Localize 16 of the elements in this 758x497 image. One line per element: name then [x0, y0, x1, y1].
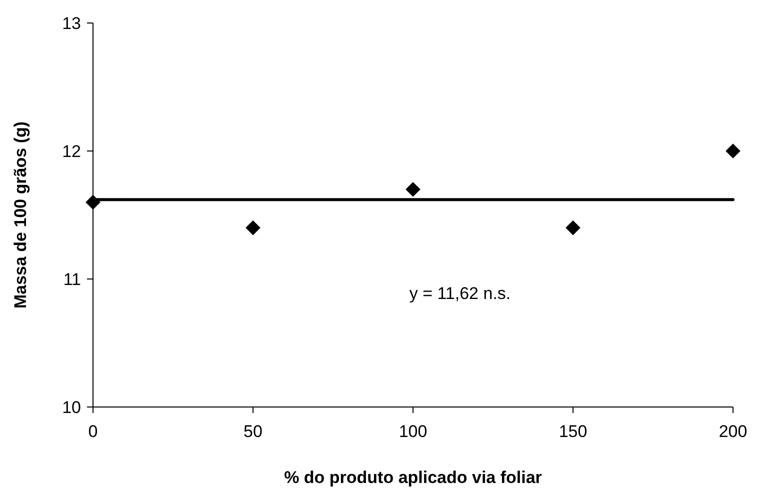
- y-tick-label: 13: [62, 14, 81, 33]
- point: [246, 220, 260, 236]
- y-axis-title: Massa de 100 grãos (g): [11, 121, 30, 309]
- x-tick-label: 200: [718, 422, 748, 441]
- y-tick-label: 12: [62, 142, 81, 161]
- point: [566, 220, 580, 236]
- y-tick-label: 11: [63, 270, 81, 289]
- x-tick-label: 50: [244, 422, 262, 441]
- y-tick-label: 10: [62, 398, 81, 417]
- annotation: y = 11,62 n.s.: [409, 284, 511, 303]
- x-tick-label: 150: [558, 422, 588, 441]
- point: [406, 182, 420, 197]
- x-tick-label: 0: [88, 422, 98, 441]
- x-axis-title: % do produto aplicado via foliar: [284, 468, 542, 487]
- point: [726, 144, 740, 158]
- x-tick-label: 100: [398, 422, 428, 441]
